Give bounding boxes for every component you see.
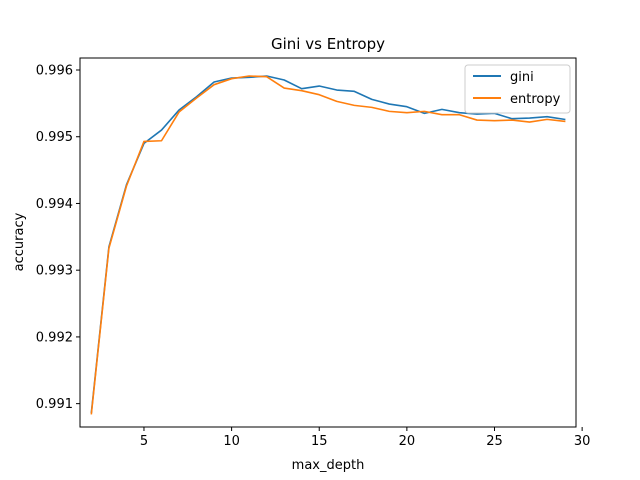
y-tick-label: 0.992 (36, 330, 73, 345)
y-tick-label: 0.993 (36, 264, 73, 279)
y-axis-ticks: 0.991 0.992 0.993 0.994 0.995 0.996 (36, 64, 80, 412)
x-tick-label: 30 (574, 434, 591, 449)
plot-frame (79, 57, 577, 428)
y-axis-label: accuracy (12, 212, 27, 271)
legend-label-gini: gini (510, 70, 534, 85)
x-tick-label: 25 (486, 434, 503, 449)
y-tick-label: 0.996 (36, 64, 73, 79)
x-tick-label: 20 (399, 434, 416, 449)
legend-label-entropy: entropy (510, 92, 561, 107)
legend: gini entropy (464, 64, 571, 114)
y-tick-label: 0.991 (36, 397, 73, 412)
x-tick-label: 5 (140, 434, 148, 449)
x-axis-label: max_depth (292, 458, 365, 473)
series-line-gini (90, 75, 566, 414)
x-tick-label: 10 (223, 434, 240, 449)
x-axis-ticks: 5 10 15 20 25 30 (140, 427, 591, 449)
chart-title: Gini vs Entropy (271, 35, 385, 53)
y-tick-label: 0.995 (36, 130, 73, 145)
series-line-entropy (90, 75, 566, 415)
x-tick-label: 15 (311, 434, 328, 449)
y-tick-label: 0.994 (36, 197, 73, 212)
series-layer (90, 75, 566, 415)
